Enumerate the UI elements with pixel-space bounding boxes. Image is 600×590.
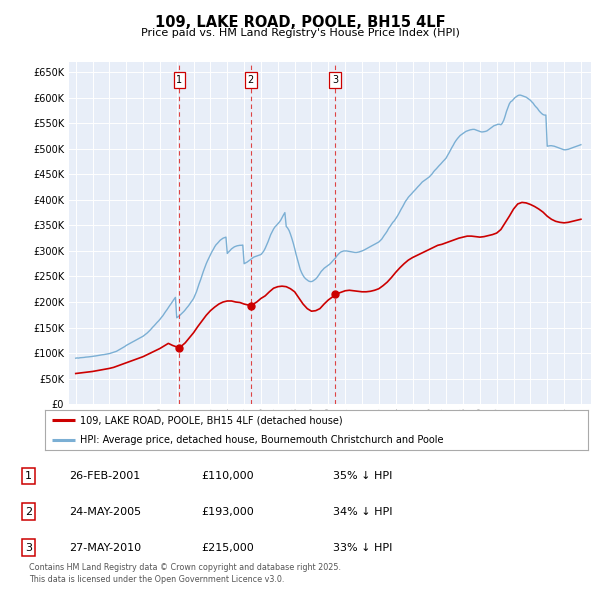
Text: 27-MAY-2010: 27-MAY-2010 [69, 543, 141, 552]
Text: 2: 2 [25, 507, 32, 516]
Text: 109, LAKE ROAD, POOLE, BH15 4LF: 109, LAKE ROAD, POOLE, BH15 4LF [155, 15, 445, 30]
Text: Price paid vs. HM Land Registry's House Price Index (HPI): Price paid vs. HM Land Registry's House … [140, 28, 460, 38]
Text: 24-MAY-2005: 24-MAY-2005 [69, 507, 141, 516]
Text: Contains HM Land Registry data © Crown copyright and database right 2025.
This d: Contains HM Land Registry data © Crown c… [29, 563, 341, 584]
Text: 34% ↓ HPI: 34% ↓ HPI [333, 507, 392, 516]
Text: 35% ↓ HPI: 35% ↓ HPI [333, 471, 392, 481]
Text: 1: 1 [176, 75, 182, 85]
Text: £215,000: £215,000 [201, 543, 254, 552]
Text: 2: 2 [248, 75, 254, 85]
Text: 109, LAKE ROAD, POOLE, BH15 4LF (detached house): 109, LAKE ROAD, POOLE, BH15 4LF (detache… [80, 415, 343, 425]
Text: HPI: Average price, detached house, Bournemouth Christchurch and Poole: HPI: Average price, detached house, Bour… [80, 435, 444, 445]
Text: 3: 3 [25, 543, 32, 552]
Text: 1: 1 [25, 471, 32, 481]
Text: £193,000: £193,000 [201, 507, 254, 516]
Text: 26-FEB-2001: 26-FEB-2001 [69, 471, 140, 481]
Text: 3: 3 [332, 75, 338, 85]
Text: 33% ↓ HPI: 33% ↓ HPI [333, 543, 392, 552]
Text: £110,000: £110,000 [201, 471, 254, 481]
